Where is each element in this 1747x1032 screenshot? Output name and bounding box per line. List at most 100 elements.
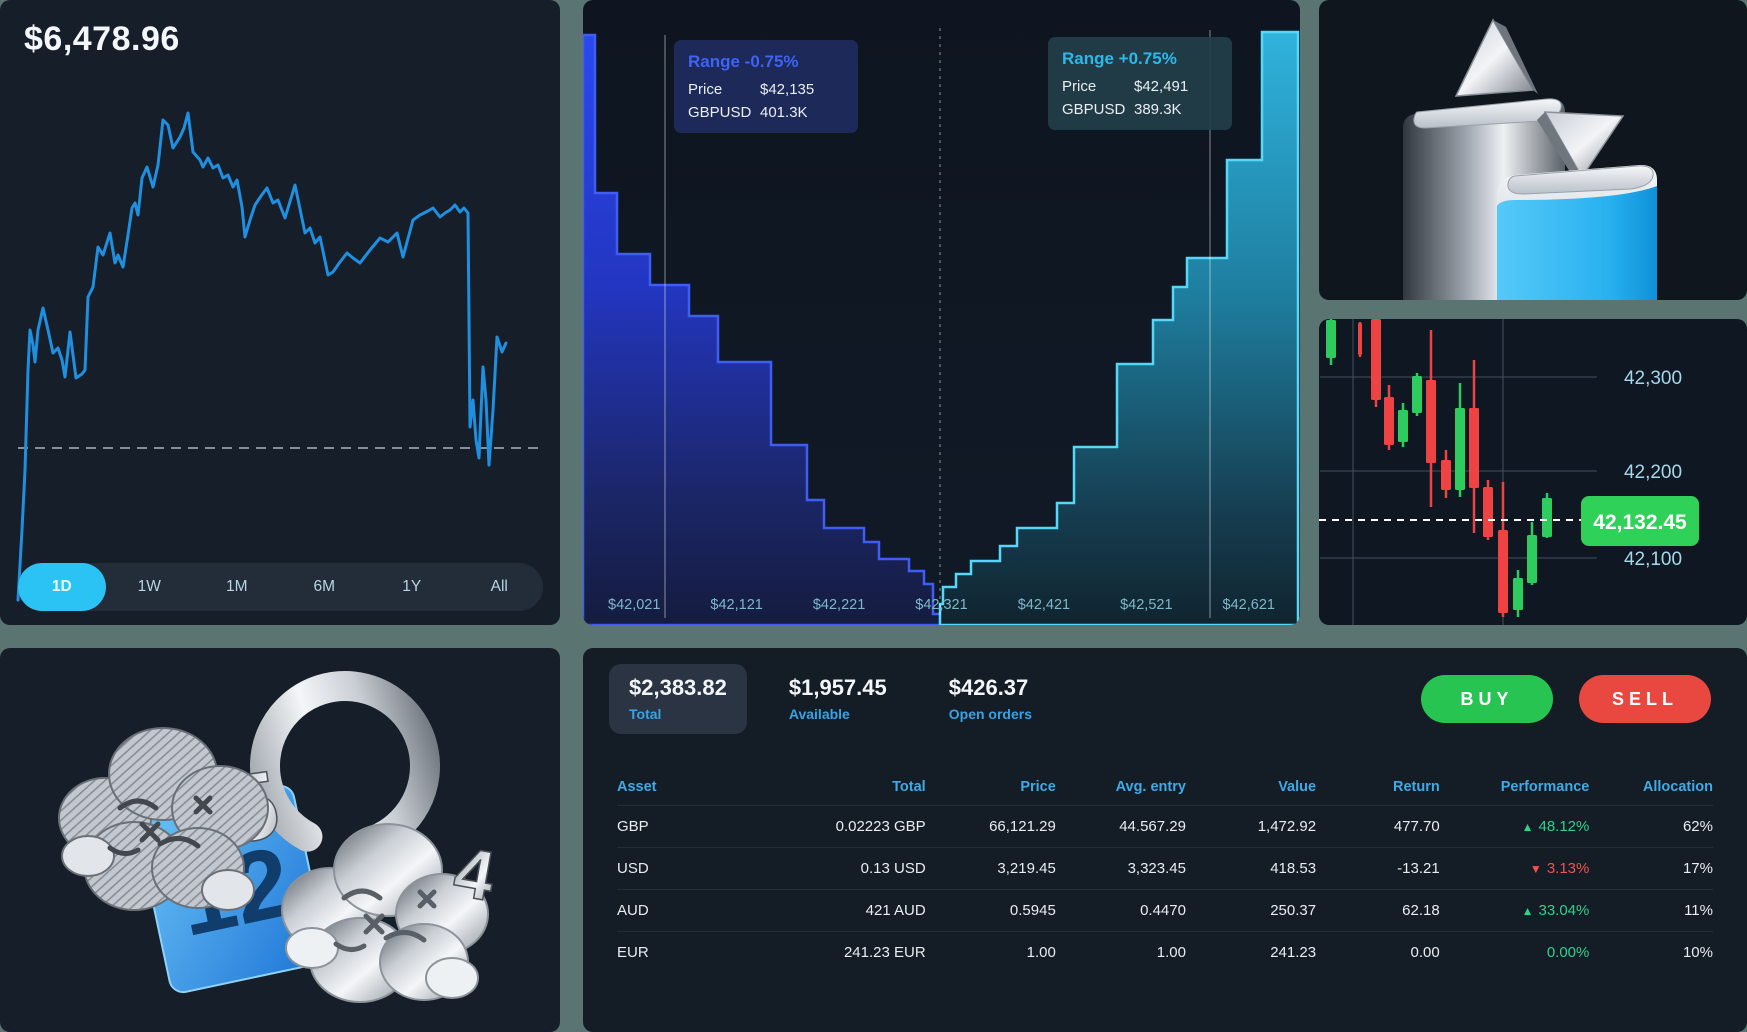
price-value: 1.00 (1026, 944, 1056, 961)
price-value: 66,121.29 (989, 818, 1056, 835)
performance-value: ▲ 48.12% (1521, 818, 1590, 835)
portfolio-line-chart[interactable] (0, 0, 560, 625)
candlestick-chart[interactable]: 42,300 42,200 42,100 42,132.45 (1319, 319, 1747, 625)
price-label: Price (1062, 78, 1097, 95)
candle-body (1483, 487, 1493, 537)
trade-buttons: BUY SELL (1421, 675, 1711, 723)
range-upper-tooltip: Range +0.75% Price $42,491 GBPUSD 389.3K (1048, 37, 1232, 130)
column-header-allocation: Allocation (1642, 778, 1713, 795)
timeframe-6m[interactable]: 6M (281, 563, 369, 611)
buy-button[interactable]: BUY (1421, 675, 1553, 723)
allocation-value: 62% (1682, 818, 1713, 835)
depth-axis-label: $42,621 (1222, 597, 1275, 613)
total-value: $2,383.82 (629, 675, 727, 700)
range-upper-title: Range +0.75% (1062, 49, 1177, 68)
return-value: 477.70 (1393, 818, 1440, 835)
arrow-down-icon: ▼ (1529, 862, 1542, 876)
total-balance-card[interactable]: $2,383.82 Total (609, 664, 747, 734)
value-amount: 250.37 (1270, 902, 1317, 919)
price-value: 0.5945 (1009, 902, 1056, 919)
account-panel: $2,383.82 Total $1,957.45 Available $426… (583, 648, 1747, 1032)
depth-axis-label: $42,321 (915, 597, 968, 613)
open-orders-label: Open orders (948, 706, 1032, 722)
portfolio-panel: $6,478.96 1D 1W 1M 6M 1Y All (0, 0, 560, 625)
candle-body (1469, 408, 1479, 488)
brain-right-icon (281, 823, 489, 1003)
avg-entry-value: 44.567.29 (1119, 818, 1186, 835)
total-amount: 241.23 EUR (843, 944, 926, 961)
portfolio-balance: $6,478.96 (24, 20, 180, 58)
pair-label: GBPUSD (688, 104, 752, 121)
holdings-table: Asset Total Price Avg. entry Value Return Perf… (617, 768, 1713, 973)
value-amount: 418.53 (1270, 860, 1317, 877)
bid-depth-area (583, 33, 942, 625)
candle-body (1371, 319, 1381, 400)
timeframe-1w[interactable]: 1W (106, 563, 194, 611)
candle-body (1498, 530, 1508, 613)
table-row-eur[interactable]: EUR 241.23 EUR 1.00 1.00 241.23 0.00 0.00% 10% (617, 932, 1713, 973)
price-value: $42,491 (1134, 78, 1189, 95)
return-value: 0.00 (1410, 944, 1440, 961)
arrow-up-icon: ▲ (1521, 904, 1534, 918)
candle-body (1384, 397, 1394, 445)
open-orders-balance: $426.37 Open orders (929, 664, 1052, 734)
asset-name: GBP (617, 818, 649, 835)
timeframe-1y[interactable]: 1Y (368, 563, 456, 611)
price-tick-label: 42,200 (1624, 462, 1682, 483)
depth-price-axis: $42,021 $42,121 $42,221 $42,321 $42,421 $42,5… (583, 597, 1300, 613)
range-lower-title: Range -0.75% (688, 52, 799, 71)
orderbook-depth-panel: Range -0.75% Price $42,135 GBPUSD 401.3K R… (583, 0, 1300, 625)
column-header-value: Value (1278, 778, 1317, 795)
current-price-value: 42,132.45 (1593, 511, 1687, 534)
candle-body (1513, 578, 1523, 610)
asset-name: USD (617, 860, 649, 877)
sell-button[interactable]: SELL (1579, 675, 1711, 723)
table-header-row: Asset Total Price Avg. entry Value Return Perf… (617, 768, 1713, 806)
return-value: -13.21 (1397, 860, 1440, 877)
candle-body (1426, 380, 1436, 463)
account-summary: $2,383.82 Total $1,957.45 Available $426… (609, 664, 1711, 734)
available-balance: $1,957.45 Available (769, 664, 907, 734)
column-header-performance: Performance (1500, 778, 1590, 795)
candle-body (1542, 498, 1552, 537)
column-header-price: Price (1020, 778, 1056, 795)
market-direction-illustration-panel (1319, 0, 1747, 300)
price-label: Price (688, 81, 723, 98)
asset-name: AUD (617, 902, 649, 919)
return-value: 62.18 (1402, 902, 1440, 919)
number-4: 4 (448, 832, 500, 916)
column-header-return: Return (1392, 778, 1440, 795)
value-amount: 241.23 (1270, 944, 1317, 961)
performance-value: 0.00% (1546, 944, 1590, 961)
avg-entry-value: 0.4470 (1140, 902, 1186, 919)
column-header-asset: Asset (617, 778, 657, 795)
total-amount: 0.02223 GBP (835, 818, 926, 835)
timeframe-1m[interactable]: 1M (193, 563, 281, 611)
value-amount: 1,472.92 (1257, 818, 1317, 835)
allocation-value: 10% (1682, 944, 1713, 961)
allocation-value: 11% (1684, 902, 1713, 919)
allocation-value: 17% (1682, 860, 1713, 877)
range-lower-tooltip: Range -0.75% Price $42,135 GBPUSD 401.3K (674, 40, 858, 133)
open-orders-value: $426.37 (948, 675, 1029, 700)
portfolio-price-line (16, 111, 508, 602)
table-row-usd[interactable]: USD 0.13 USD 3,219.45 3,323.45 418.53 -13.21 ▼… (617, 848, 1713, 890)
volume-value: 389.3K (1134, 101, 1182, 118)
depth-axis-label: $42,421 (1017, 597, 1071, 613)
candle-body (1455, 408, 1465, 490)
timeframe-1d[interactable]: 1D (18, 563, 106, 611)
candle-body (1412, 376, 1422, 413)
price-tick-label: 42,300 (1624, 368, 1682, 389)
timeframe-bar: 1D 1W 1M 6M 1Y All (18, 563, 543, 611)
performance-value: ▲ 33.04% (1521, 902, 1590, 919)
timeframe-all[interactable]: All (456, 563, 544, 611)
table-row-aud[interactable]: AUD 421 AUD 0.5945 0.4470 250.37 62.18 ▲ 33.04%… (617, 890, 1713, 932)
table-row-gbp[interactable]: GBP 0.02223 GBP 66,121.29 44.567.29 1,472.92… (617, 806, 1713, 848)
depth-axis-label: $42,121 (710, 597, 763, 613)
total-amount: 421 AUD (865, 902, 926, 919)
price-value: $42,135 (760, 81, 815, 98)
table-body: GBP 0.02223 GBP 66,121.29 44.567.29 1,472.92… (617, 806, 1713, 973)
candle-body (1441, 460, 1451, 490)
total-amount: 0.13 USD (860, 860, 926, 877)
available-label: Available (788, 706, 850, 722)
